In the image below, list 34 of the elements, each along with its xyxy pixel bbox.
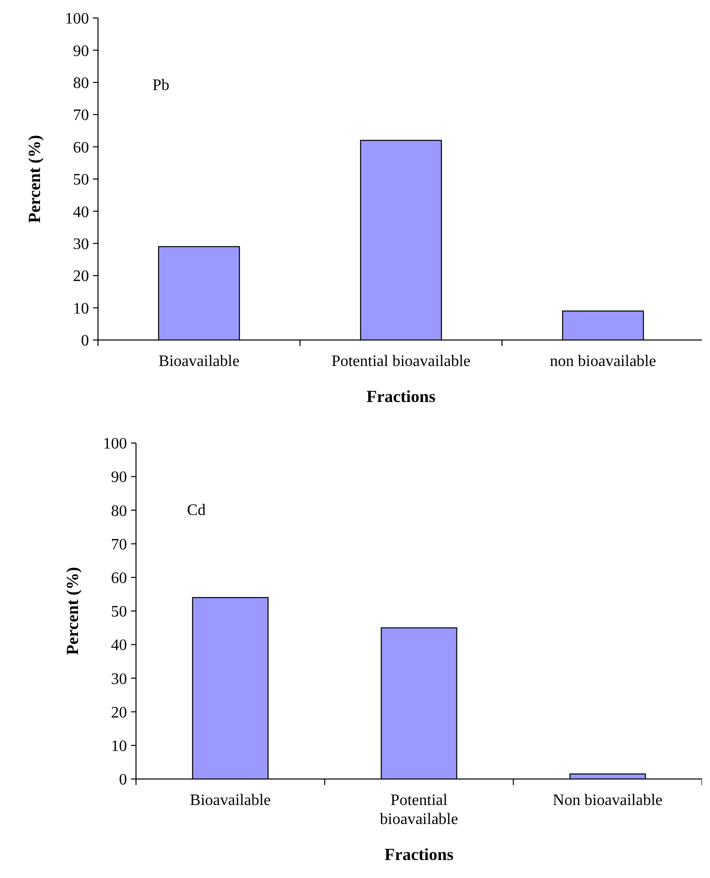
y-tick-label: 10: [111, 738, 127, 755]
x-axis-title: Fractions: [384, 845, 454, 864]
y-tick-label: 60: [111, 570, 127, 587]
annotation: Pb: [152, 77, 170, 94]
y-tick-label: 30: [73, 236, 89, 253]
y-tick-label: 0: [81, 332, 89, 350]
y-tick-label: 40: [73, 204, 89, 221]
y-tick-label: 40: [111, 637, 127, 654]
annotation: Cd: [186, 502, 206, 519]
y-tick-label: 60: [73, 139, 89, 156]
y-tick-label: 80: [73, 75, 89, 92]
y-tick-label: 90: [111, 469, 127, 486]
y-axis-title: Percent (%): [25, 135, 44, 223]
x-tick-label: Potential bioavailable: [331, 353, 471, 370]
y-tick-label: 0: [119, 772, 127, 789]
x-axis-title: Fractions: [366, 387, 436, 406]
y-tick-label: 90: [73, 42, 89, 60]
y-tick-label: 70: [73, 107, 89, 124]
y-tick-label: 50: [111, 604, 127, 621]
x-tick-label: non bioavailable: [550, 353, 656, 370]
y-tick-label: 20: [111, 704, 127, 722]
x-tick-label: Non bioavailable: [552, 792, 663, 809]
x-tick-label: Bioavailable: [158, 353, 240, 370]
y-tick-label: 30: [111, 670, 127, 688]
y-tick-label: 10: [73, 300, 89, 318]
y-tick-label: 100: [65, 10, 89, 28]
y-tick-label: 50: [73, 172, 89, 189]
y-tick-label: 80: [111, 502, 127, 520]
x-tick-label: Bioavailable: [190, 792, 271, 809]
x-tick-label: Potential bioavailable: [380, 792, 458, 828]
y-tick-label: 70: [111, 536, 127, 554]
y-tick-label: 20: [73, 268, 89, 286]
y-tick-label: 100: [103, 436, 127, 453]
y-axis-title: Percent (%): [63, 567, 82, 655]
